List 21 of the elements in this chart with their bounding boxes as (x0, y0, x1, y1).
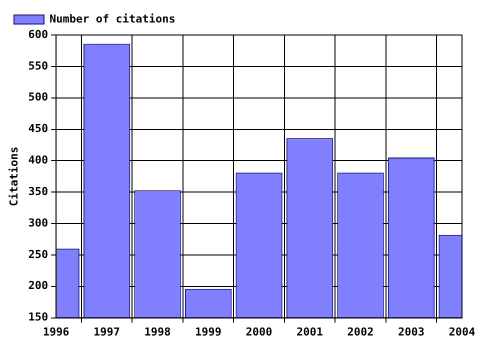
legend-label: Number of citations (50, 12, 176, 26)
x-tick-label: 1996 (42, 325, 70, 338)
y-tick-label: 400 (28, 154, 48, 167)
y-tick-label: 550 (28, 59, 48, 72)
x-tick-label: 2001 (296, 325, 324, 338)
y-tick-label: 500 (28, 90, 48, 104)
x-tick-label: 2003 (398, 325, 425, 338)
y-tick-label: 350 (28, 184, 48, 198)
x-tick-label: 2002 (347, 325, 374, 338)
y-tick-label: 450 (28, 122, 48, 136)
x-tick-label: 1997 (94, 325, 120, 338)
y-tick-label: 250 (28, 248, 48, 261)
y-tick-label: 200 (28, 279, 48, 292)
x-tick-label: 2004 (448, 325, 476, 338)
y-tick-label: 150 (28, 310, 48, 324)
y-tick-label: 300 (28, 216, 48, 230)
x-tick-label: 1998 (144, 325, 171, 338)
y-tick-label: 600 (28, 28, 48, 41)
x-tick-label: 2000 (246, 325, 272, 338)
x-tick-label: 1999 (195, 325, 222, 338)
y-axis-title: Citations (7, 146, 20, 206)
